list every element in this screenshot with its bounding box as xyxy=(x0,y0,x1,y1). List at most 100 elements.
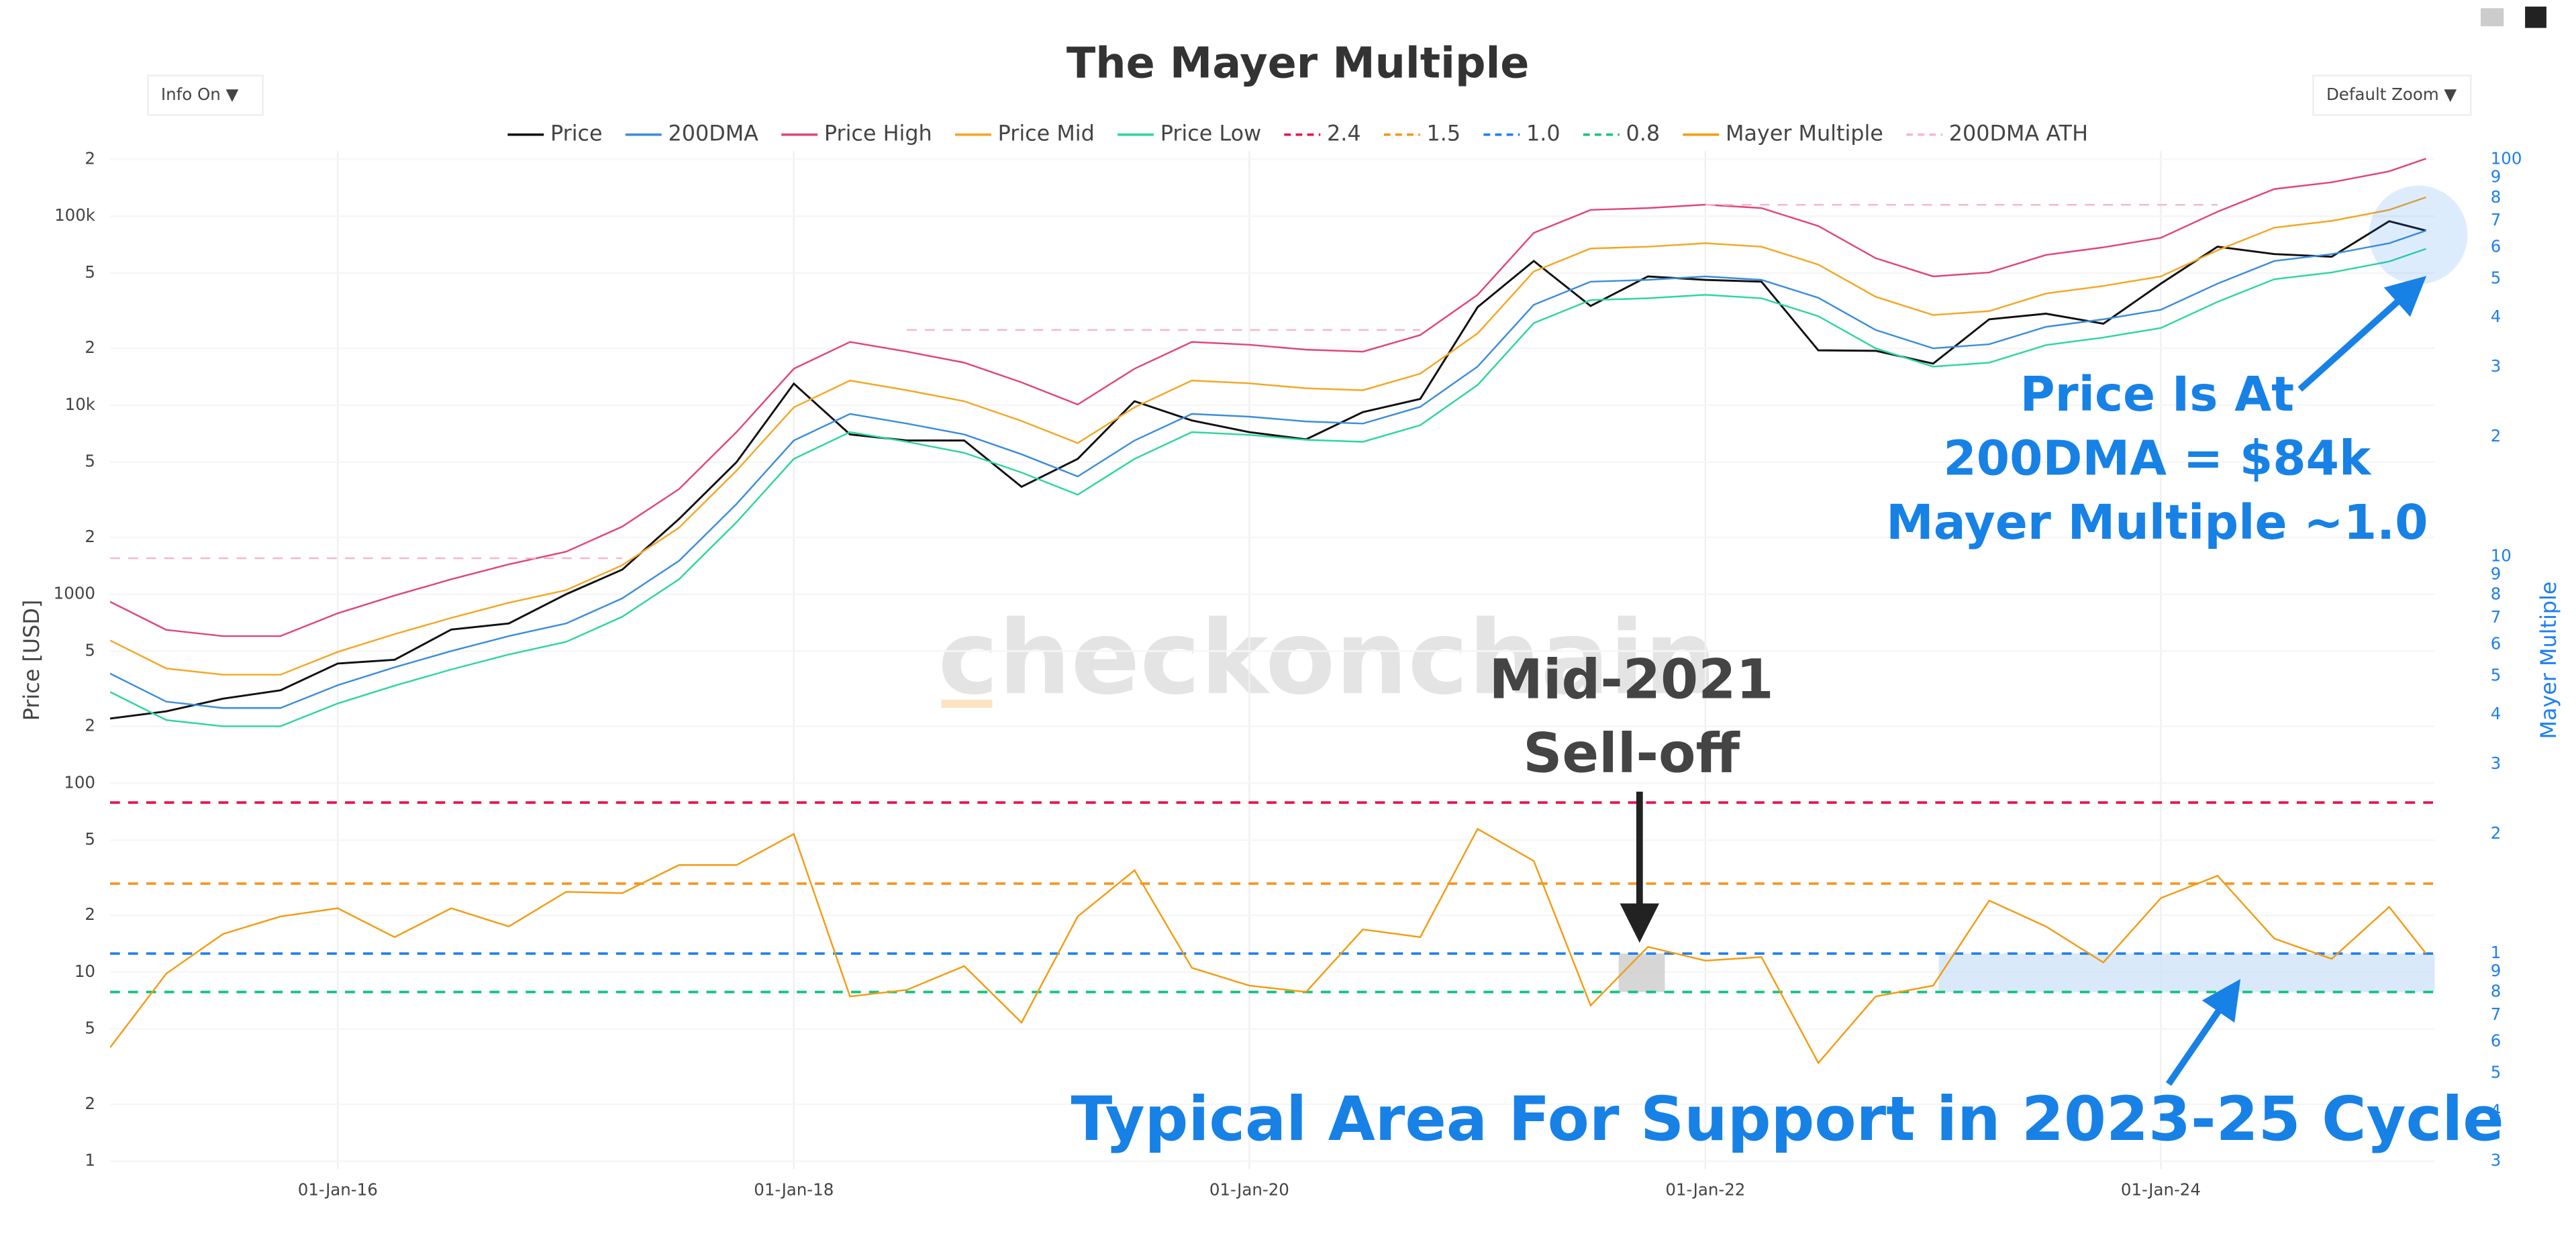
annotation: Typical Area For Support in 2023-25 Cycl… xyxy=(1071,1084,2504,1155)
series-line xyxy=(109,196,2426,676)
arrow xyxy=(2165,979,2241,1086)
series-line xyxy=(109,248,2426,727)
watermark: checkonchain xyxy=(938,598,1717,717)
watermark-underscore xyxy=(941,699,993,709)
arrow xyxy=(2297,276,2427,392)
series-line xyxy=(109,220,2426,720)
shaded-area xyxy=(1938,953,2435,992)
y-tick-label: 2 xyxy=(85,148,95,168)
y2-tick-label: 4 xyxy=(2491,704,2501,723)
logo-icon[interactable] xyxy=(2525,6,2546,28)
annotation: 200DMA = $84k xyxy=(1943,430,2372,486)
y2-tick-label: 9 xyxy=(2491,564,2501,583)
y2-tick-label: 8 xyxy=(2491,982,2501,1001)
legend-item: 1.5 xyxy=(1383,121,1460,146)
series-line xyxy=(109,158,2426,637)
y2-tick-label: 8 xyxy=(2491,187,2501,207)
y2-tick-label: 6 xyxy=(2491,237,2501,256)
legend-label: Price Low xyxy=(1160,121,1261,146)
zoom-button-label[interactable]: Default Zoom ▼ xyxy=(2326,85,2457,104)
x-tick-label: 01-Jan-20 xyxy=(1209,1180,1289,1200)
camera-icon[interactable] xyxy=(2481,8,2504,27)
y-tick-label: 2 xyxy=(85,527,95,546)
y2-tick-label: 6 xyxy=(2491,634,2501,654)
y-tick-label: 2 xyxy=(85,715,95,735)
legend-item: 200DMA ATH xyxy=(1906,121,2088,146)
y2-tick-label: 9 xyxy=(2491,167,2501,187)
series-line xyxy=(109,204,2218,560)
legend-label: 2.4 xyxy=(1327,121,1361,146)
y2-tick-label: 5 xyxy=(2491,1062,2501,1082)
legend-label: 1.0 xyxy=(1526,121,1561,146)
info-button[interactable] xyxy=(147,74,264,116)
y-tick-label: 1000 xyxy=(54,584,95,603)
legend: Price 200DMA Price High Price Mid Price Low 2… xyxy=(507,121,2088,146)
legend-item: 2.4 xyxy=(1284,121,1361,146)
grid xyxy=(109,151,2435,1169)
legend-item: 200DMA xyxy=(625,121,759,146)
x-tick-label: 01-Jan-18 xyxy=(754,1180,834,1200)
y2-tick-label: 7 xyxy=(2491,1004,2501,1024)
y2-tick-label: 4 xyxy=(2491,1101,2501,1120)
annotation: Sell-off xyxy=(1523,722,1740,785)
x-tick-label: 01-Jan-22 xyxy=(1665,1180,1745,1200)
y-axis-title: Price [USD] xyxy=(19,600,44,721)
legend-label: Price Mid xyxy=(998,121,1095,146)
y-tick-label: 5 xyxy=(85,829,95,849)
y-tick-label: 5 xyxy=(85,262,95,282)
y-tick-label: 100k xyxy=(54,205,96,225)
legend-label: Mayer Multiple xyxy=(1726,121,1883,146)
y-tick-label: 2 xyxy=(85,337,95,357)
legend-label: 0.8 xyxy=(1626,121,1661,146)
legend-item: Price Low xyxy=(1118,121,1261,146)
legend-item: 1.0 xyxy=(1483,121,1561,146)
y2-tick-label: 8 xyxy=(2491,584,2501,604)
legend-label: 200DMA ATH xyxy=(1949,121,2088,146)
series-line xyxy=(109,827,2427,1065)
chart-title: The Mayer Multiple xyxy=(1067,38,1530,88)
y2-tick-label: 2 xyxy=(2491,823,2501,843)
y2-tick-label: 2 xyxy=(2491,426,2501,446)
shaded-area xyxy=(1618,953,1665,992)
legend-item: Mayer Multiple xyxy=(1683,121,1883,146)
y2-tick-label: 7 xyxy=(2491,210,2501,229)
highlight-circle xyxy=(2369,185,2468,284)
legend-label: 200DMA xyxy=(668,121,759,146)
y2-tick-label: 1 xyxy=(2491,943,2501,962)
y2-tick-label: 9 xyxy=(2491,961,2501,980)
annotation: Mid-2021 xyxy=(1489,648,1773,711)
annotation: Price Is At xyxy=(2020,366,2294,422)
legend-item: Price High xyxy=(781,121,932,146)
y-tick-label: 5 xyxy=(85,452,95,471)
x-tick-label: 01-Jan-16 xyxy=(298,1180,378,1200)
zoom-button[interactable] xyxy=(2312,74,2472,116)
y-tick-label: 1 xyxy=(85,1151,95,1170)
annotation: Mayer Multiple ~1.0 xyxy=(1886,494,2428,550)
legend-label: Price High xyxy=(824,121,932,146)
y2-tick-label: 3 xyxy=(2491,1151,2501,1170)
y2-tick-label: 5 xyxy=(2491,665,2501,684)
y-tick-label: 100 xyxy=(64,772,95,792)
y-tick-label: 2 xyxy=(85,904,95,924)
y-tick-label: 10 xyxy=(75,961,95,981)
y2-tick-label: 3 xyxy=(2491,753,2501,773)
y-tick-label: 2 xyxy=(85,1094,95,1113)
y2-tick-label: 6 xyxy=(2491,1031,2501,1050)
y2-axis-title: Mayer Multiple xyxy=(2536,582,2561,739)
info-button-label[interactable]: Info On ▼ xyxy=(161,85,239,104)
legend-item: 0.8 xyxy=(1583,121,1660,146)
y2-tick-label: 100 xyxy=(2491,148,2522,168)
legend-item: Price Mid xyxy=(954,121,1095,146)
y2-tick-label: 7 xyxy=(2491,607,2501,627)
y2-tick-label: 4 xyxy=(2491,307,2501,326)
plot-area xyxy=(109,158,2435,1065)
legend-label: Price xyxy=(550,121,603,146)
y2-tick-label: 5 xyxy=(2491,268,2501,288)
y2-tick-label: 10 xyxy=(2491,545,2512,565)
y-tick-label: 5 xyxy=(85,640,95,660)
y-tick-label: 10k xyxy=(65,395,96,414)
x-tick-label: 01-Jan-24 xyxy=(2121,1180,2201,1200)
